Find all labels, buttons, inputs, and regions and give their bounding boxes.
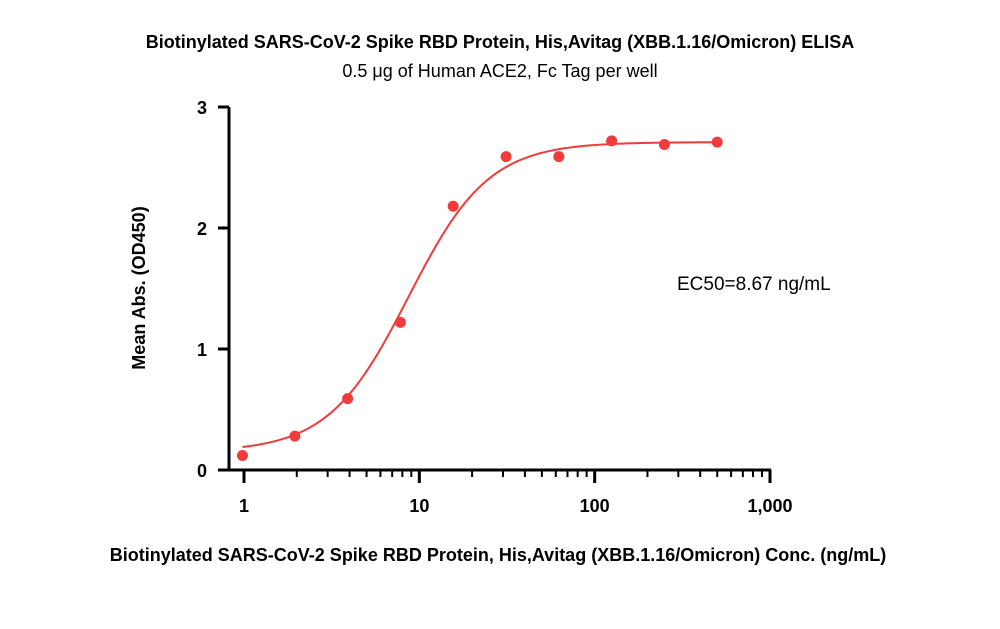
y-tick-label: 2 (197, 219, 207, 239)
y-ticks: 0 1 2 3 (197, 98, 229, 481)
x-tick-label: 1,000 (747, 496, 792, 516)
data-point (500, 151, 512, 163)
fit-curve (242, 141, 718, 449)
axes (227, 107, 771, 472)
y-tick-label: 1 (197, 340, 207, 360)
y-tick-label: 3 (197, 98, 207, 118)
data-point (606, 135, 618, 147)
points-layer (236, 135, 723, 461)
data-point (289, 430, 301, 442)
data-point (342, 393, 354, 405)
data-point (711, 136, 723, 148)
y-tick-label: 0 (197, 461, 207, 481)
data-point (394, 316, 406, 328)
y-axis-label: Mean Abs. (OD450) (129, 206, 149, 369)
data-point (236, 449, 248, 461)
x-tick-label: 100 (580, 496, 610, 516)
x-tick-label: 1 (239, 496, 249, 516)
data-point (658, 139, 670, 151)
ec50-annotation: EC50=8.67 ng/mL (677, 274, 831, 295)
data-point (447, 200, 459, 212)
fit-layer (242, 141, 718, 449)
x-ticks: 1 10 100 1,000 (239, 470, 793, 516)
chart-subtitle: 0.5 μg of Human ACE2, Fc Tag per well (342, 61, 657, 81)
chart-title: Biotinylated SARS-CoV-2 Spike RBD Protei… (146, 32, 854, 52)
x-tick-label: 10 (409, 496, 429, 516)
data-point (553, 151, 565, 163)
x-axis-label: Biotinylated SARS-CoV-2 Spike RBD Protei… (110, 545, 886, 565)
